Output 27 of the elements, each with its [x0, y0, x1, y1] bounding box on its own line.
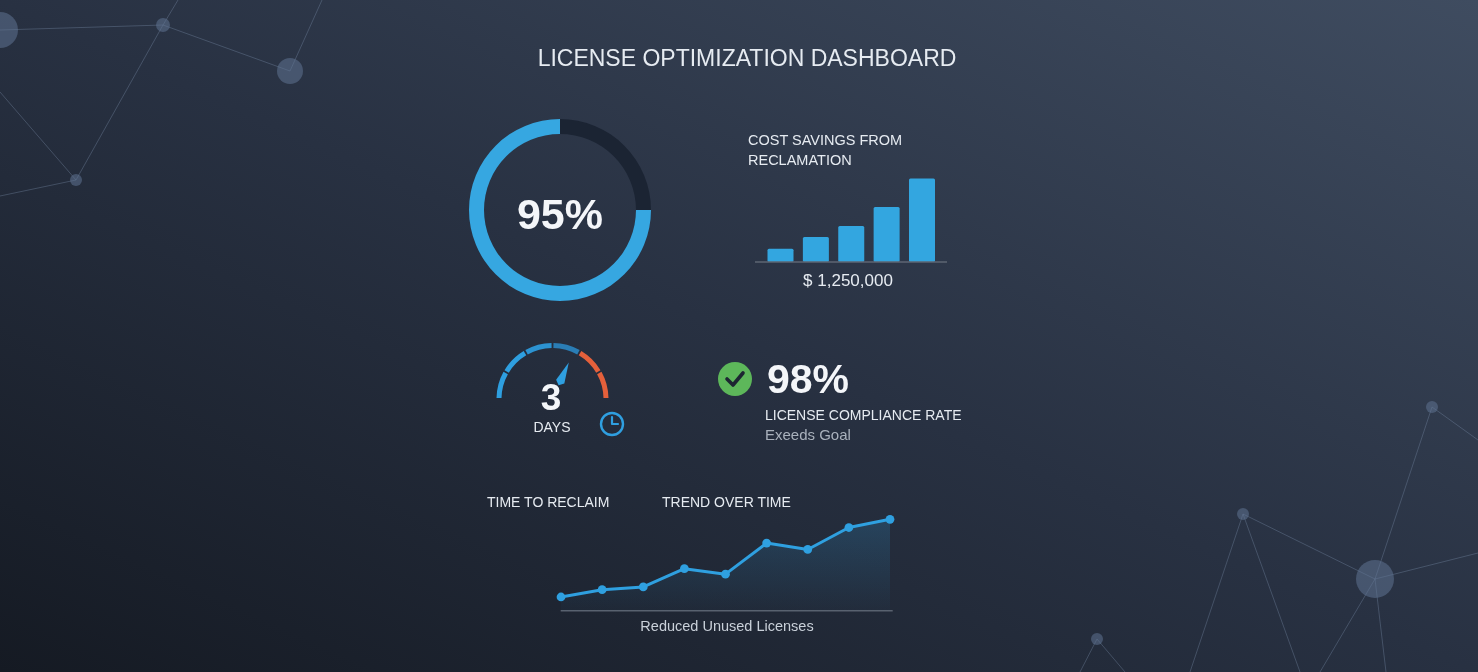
point [638, 582, 648, 592]
bar [838, 226, 865, 262]
x-axis-title: Reduced Unused Licenses [640, 618, 814, 634]
point [556, 592, 566, 602]
chart-title: COST SAVINGS FROM RECLAMATION [748, 132, 903, 168]
point [844, 523, 854, 532]
point [597, 585, 607, 595]
bar [767, 248, 794, 262]
point [680, 564, 689, 574]
point [803, 545, 813, 554]
text: 98% [767, 356, 850, 402]
bar [802, 236, 829, 262]
text: TIME TO RECLAIM [487, 494, 610, 510]
chart-title: TREND OVER TIME [662, 494, 791, 510]
text: LICENSE COMPLIANCE RATE [765, 407, 962, 423]
point [885, 514, 895, 524]
text: 95% [516, 190, 604, 238]
text: 3 [540, 377, 562, 418]
point [762, 538, 771, 548]
donut-slice [469, 119, 651, 301]
bar [873, 206, 900, 262]
point [721, 569, 730, 579]
bar [909, 178, 935, 262]
text: LICENSE OPTIMIZATION DASHBOARD [537, 45, 957, 71]
x-axis-title: $ 1,250,000 [803, 271, 893, 290]
text: Exeeds Goal [765, 426, 851, 443]
text: DAYS [533, 419, 571, 435]
